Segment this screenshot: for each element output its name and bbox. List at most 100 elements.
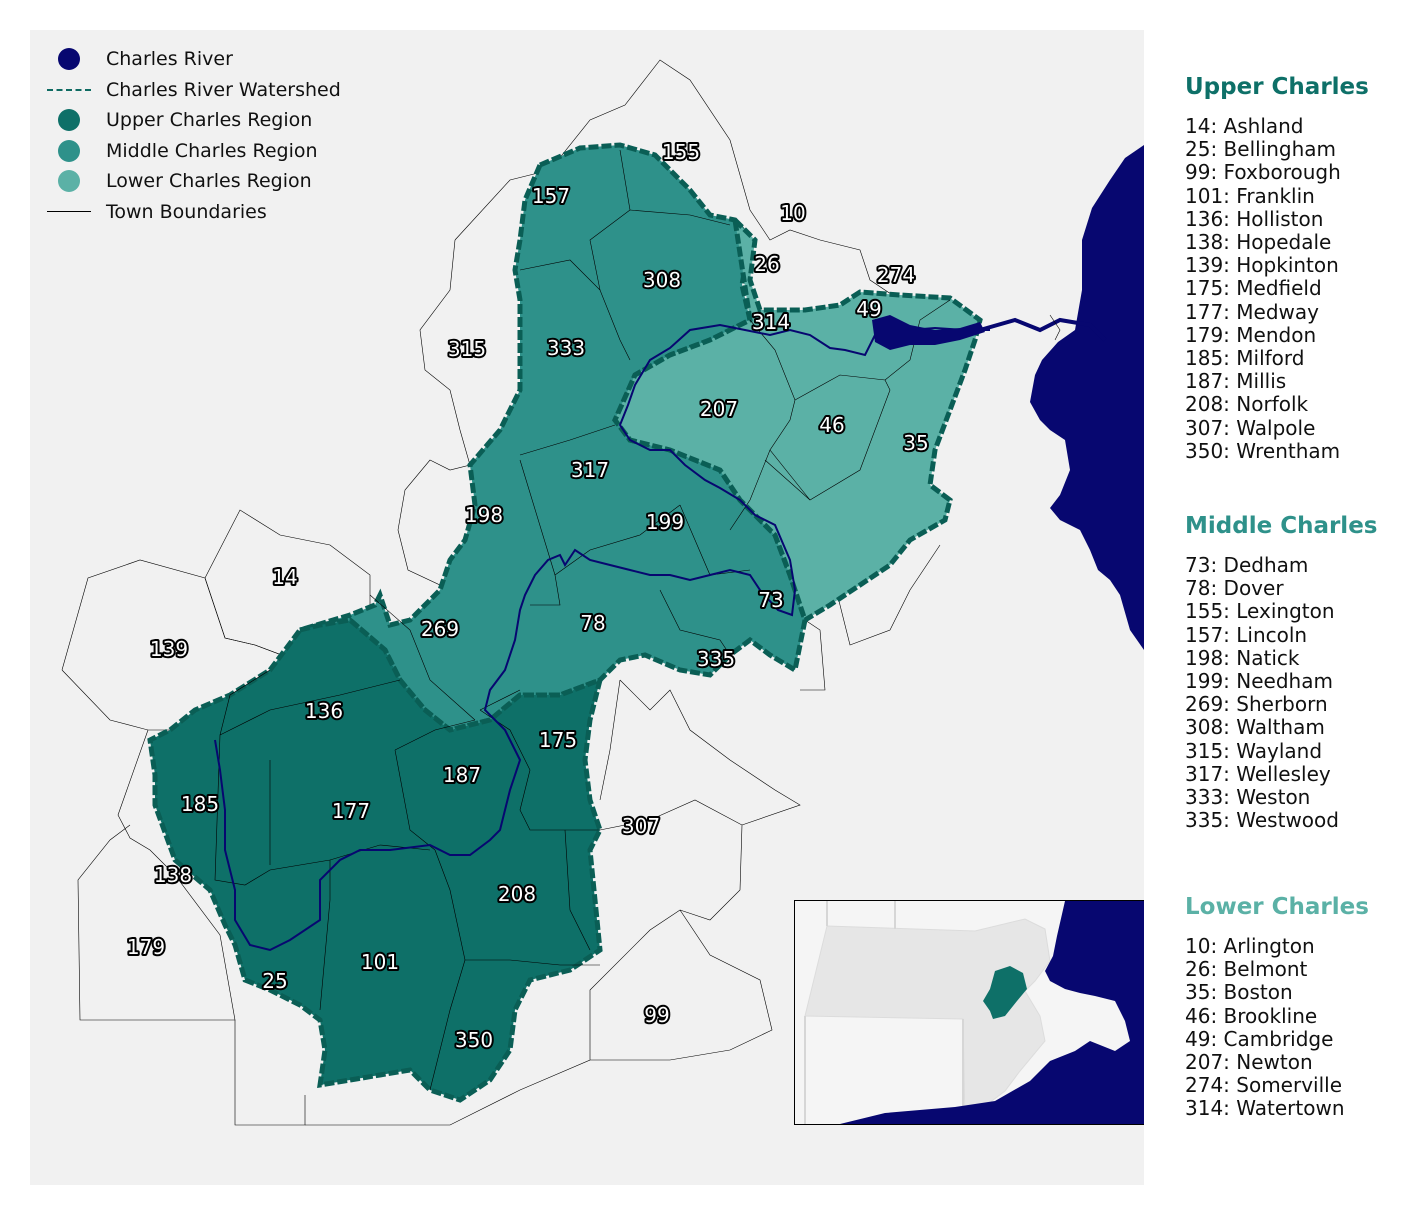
legend-item: Charles River — [46, 44, 341, 75]
town-label: 26 — [754, 252, 779, 276]
ocean — [1030, 145, 1144, 650]
town-label: 269 — [421, 617, 459, 641]
town-label: 207 — [700, 397, 738, 421]
circle-marker-icon — [58, 48, 80, 71]
dashed-line-icon — [47, 88, 91, 91]
town-label: 274 — [877, 263, 915, 287]
town-label: 199 — [646, 510, 684, 534]
town-entry: 308: Waltham — [1185, 715, 1325, 740]
town-label: 14 — [272, 565, 297, 589]
town-entry: 138: Hopedale — [1185, 230, 1332, 255]
watershed-locator — [983, 966, 1027, 1019]
town-label: 198 — [465, 503, 503, 527]
town-entry: 136: Holliston — [1185, 206, 1324, 231]
legend-item: Middle Charles Region — [46, 136, 341, 167]
town-label: 208 — [498, 882, 536, 906]
town-label: 307 — [622, 814, 660, 838]
town-label: 308 — [643, 268, 681, 292]
town-label: 73 — [758, 588, 783, 612]
town-label: 179 — [127, 935, 165, 959]
town-label: 155 — [662, 140, 700, 164]
legend-label: Middle Charles Region — [106, 139, 318, 162]
town-entry: 208: Norfolk — [1185, 392, 1309, 417]
town-entry: 139: Hopkinton — [1185, 253, 1339, 278]
town-entry: 155: Lexington — [1185, 599, 1335, 624]
map-legend: Charles River Charles River Watershed Up… — [46, 44, 341, 227]
town-entry: 317: Wellesley — [1185, 761, 1331, 786]
legend-label: Charles River Watershed — [106, 78, 341, 101]
town-label: 157 — [532, 184, 570, 208]
charles-river — [214, 318, 990, 952]
circle-marker-icon — [58, 170, 80, 193]
map-panel: 155 157 10 308 26 274 49 314 315 333 207… — [30, 30, 1144, 1185]
town-entry: 350: Wrentham — [1185, 438, 1341, 463]
town-label: 335 — [697, 647, 735, 671]
town-entry: 177: Medway — [1185, 299, 1319, 324]
upper-charles-list: Upper Charles 14: Ashland 25: Bellingham… — [1185, 73, 1369, 463]
town-entry: 269: Sherborn — [1185, 692, 1328, 717]
town-entry: 314: Watertown — [1185, 1096, 1345, 1121]
town-entry: 14: Ashland — [1185, 114, 1304, 138]
inset-locator-map — [794, 900, 1144, 1125]
town-label: 78 — [580, 611, 605, 635]
town-entry: 49: Cambridge — [1185, 1026, 1334, 1051]
circle-marker-icon — [58, 139, 80, 162]
town-entry: 307: Walpole — [1185, 415, 1316, 440]
town-entry: 207: Newton — [1185, 1050, 1313, 1075]
lower-charles-list: Lower Charles 10: Arlington 26: Belmont … — [1185, 893, 1369, 1121]
town-label: 136 — [305, 699, 343, 723]
circle-marker-icon — [58, 109, 80, 132]
town-labels: 155 157 10 308 26 274 49 314 315 333 207… — [125, 138, 931, 1054]
town-label: 49 — [856, 297, 881, 321]
town-entry: 175: Medfield — [1185, 276, 1322, 301]
legend-item: Town Boundaries — [46, 197, 341, 228]
town-entry: 10: Arlington — [1185, 934, 1315, 958]
town-entry: 157: Lincoln — [1185, 622, 1308, 647]
town-label: 101 — [361, 950, 399, 974]
legend-label: Town Boundaries — [106, 200, 267, 223]
solid-line-icon — [47, 211, 91, 213]
legend-item: Upper Charles Region — [46, 105, 341, 136]
legend-label: Upper Charles Region — [106, 109, 313, 132]
town-label: 99 — [644, 1003, 669, 1027]
town-entry: 333: Weston — [1185, 785, 1311, 810]
town-label: 350 — [455, 1028, 493, 1052]
town-label: 138 — [154, 863, 192, 887]
town-entry: 274: Somerville — [1185, 1073, 1343, 1098]
legend-item: Charles River Watershed — [46, 75, 341, 106]
inset-ocean — [840, 901, 1144, 1124]
town-label: 139 — [150, 637, 188, 661]
town-label: 187 — [443, 763, 481, 787]
town-entry: 26: Belmont — [1185, 957, 1308, 982]
town-entry: 187: Millis — [1185, 369, 1287, 394]
town-label: 175 — [539, 728, 577, 752]
town-label: 317 — [571, 458, 609, 482]
harbor-channel — [979, 317, 1107, 342]
region-heading: Upper Charles — [1185, 74, 1369, 100]
region-heading: Lower Charles — [1185, 894, 1369, 920]
town-label: 315 — [448, 337, 486, 361]
inner-town-boundaries — [214, 149, 951, 1091]
town-label: 185 — [181, 792, 219, 816]
massachusetts-shape — [804, 918, 1051, 1124]
town-entry: 35: Boston — [1185, 980, 1293, 1005]
town-label: 177 — [332, 799, 370, 823]
town-entry: 199: Needham — [1185, 669, 1333, 694]
town-entry: 99: Foxborough — [1185, 160, 1341, 185]
charles-river-mouth — [872, 315, 985, 350]
town-entry: 315: Wayland — [1185, 738, 1323, 763]
town-label: 10 — [780, 201, 805, 225]
town-entry: 46: Brookline — [1185, 1003, 1318, 1028]
inset-map-svg — [804, 901, 1144, 1124]
town-entry: 185: Milford — [1185, 346, 1305, 371]
town-entry: 198: Natick — [1185, 645, 1300, 670]
watershed-map: 155 157 10 308 26 274 49 314 315 333 207… — [61, 59, 1144, 1126]
legend-item: Lower Charles Region — [46, 166, 341, 197]
town-label: 25 — [262, 969, 287, 993]
town-label: 46 — [819, 413, 844, 437]
town-label: 314 — [752, 310, 790, 334]
town-entry: 335: Westwood — [1185, 808, 1339, 833]
town-label: 333 — [547, 336, 585, 360]
town-entry: 101: Franklin — [1185, 183, 1315, 208]
town-entry: 25: Bellingham — [1185, 137, 1337, 162]
